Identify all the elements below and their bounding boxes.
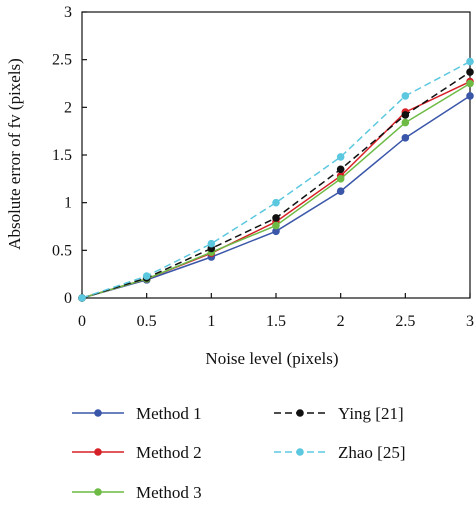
legend-label: Method 2 [136, 443, 202, 462]
x-tick-label: 2.5 [395, 313, 415, 330]
y-tick-label: 3 [64, 4, 72, 21]
series-line [81, 60, 471, 299]
data-point [401, 111, 410, 119]
legend-label: Ying [21] [338, 404, 404, 423]
legend-label: Zhao [25] [338, 443, 406, 462]
y-axis-label: Absolute error of fv (pixels) [5, 58, 24, 250]
series-2 [78, 77, 474, 302]
data-point [466, 79, 474, 88]
legend-item: Method 1 [72, 404, 202, 423]
data-point [466, 57, 474, 66]
legend-item: Method 3 [72, 483, 202, 502]
y-tick-label: 2 [64, 99, 72, 116]
legend-swatch-marker [94, 448, 102, 456]
data-point [336, 153, 345, 161]
data-point [336, 175, 345, 183]
plot-axes [81, 11, 471, 299]
series-layer [78, 57, 474, 302]
legend-swatch-marker [94, 488, 102, 496]
legend-swatch-marker [296, 448, 304, 456]
legend-swatch-marker [94, 409, 102, 417]
data-point [78, 294, 86, 302]
data-point [207, 239, 216, 248]
data-point [401, 134, 410, 142]
legend-swatch-marker [296, 409, 304, 417]
data-point [272, 198, 280, 207]
data-point [272, 227, 280, 236]
x-tick-label: 0.5 [137, 313, 157, 330]
series-5 [78, 57, 474, 302]
series-line [81, 95, 471, 299]
legend-item: Method 2 [72, 443, 202, 462]
y-tick-label: 1.5 [52, 147, 72, 164]
data-point [401, 118, 410, 127]
series-1 [78, 92, 474, 302]
x-tick-label: 1 [207, 313, 215, 330]
legend-item: Zhao [25] [274, 443, 406, 462]
y-tick-label: 0 [64, 290, 72, 307]
x-tick-label: 3 [466, 313, 474, 330]
data-point [336, 187, 345, 196]
y-tick-label: 2.5 [52, 52, 72, 69]
legend-label: Method 1 [136, 404, 202, 423]
series-3 [78, 79, 474, 302]
y-tick-label: 0.5 [52, 242, 72, 259]
legend-label: Method 3 [136, 483, 202, 502]
data-point [272, 221, 280, 230]
data-point [336, 165, 345, 174]
y-tick-label: 1 [64, 195, 72, 212]
y-axis-ticks: 0 0.5 1 1.5 2 2.5 3 [52, 4, 87, 307]
legend-item: Ying [21] [274, 404, 404, 423]
data-point [466, 92, 474, 100]
x-tick-label: 0 [78, 313, 86, 330]
x-tick-label: 1.5 [266, 313, 286, 330]
series-4 [78, 68, 474, 302]
data-point [466, 68, 474, 76]
x-tick-label: 2 [337, 313, 345, 330]
x-axis-ticks: 0 0.5 1 1.5 2 2.5 3 [78, 293, 474, 330]
legend: Method 1 Method 2 Method 3 Ying [21] Zhao [2… [72, 404, 406, 502]
plot-frame [81, 11, 471, 299]
data-point [401, 92, 410, 100]
data-point [272, 214, 280, 222]
series-line [81, 80, 471, 299]
data-point [142, 272, 151, 280]
series-line [81, 82, 471, 299]
series-line [81, 71, 471, 299]
x-axis-label: Noise level (pixels) [205, 349, 338, 368]
